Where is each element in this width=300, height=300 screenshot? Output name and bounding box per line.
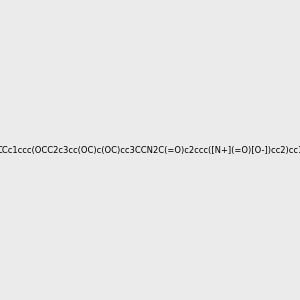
Text: CCc1ccc(OCC2c3cc(OC)c(OC)cc3CCN2C(=O)c2ccc([N+](=O)[O-])cc2)cc1: CCc1ccc(OCC2c3cc(OC)c(OC)cc3CCN2C(=O)c2c…	[0, 146, 300, 154]
